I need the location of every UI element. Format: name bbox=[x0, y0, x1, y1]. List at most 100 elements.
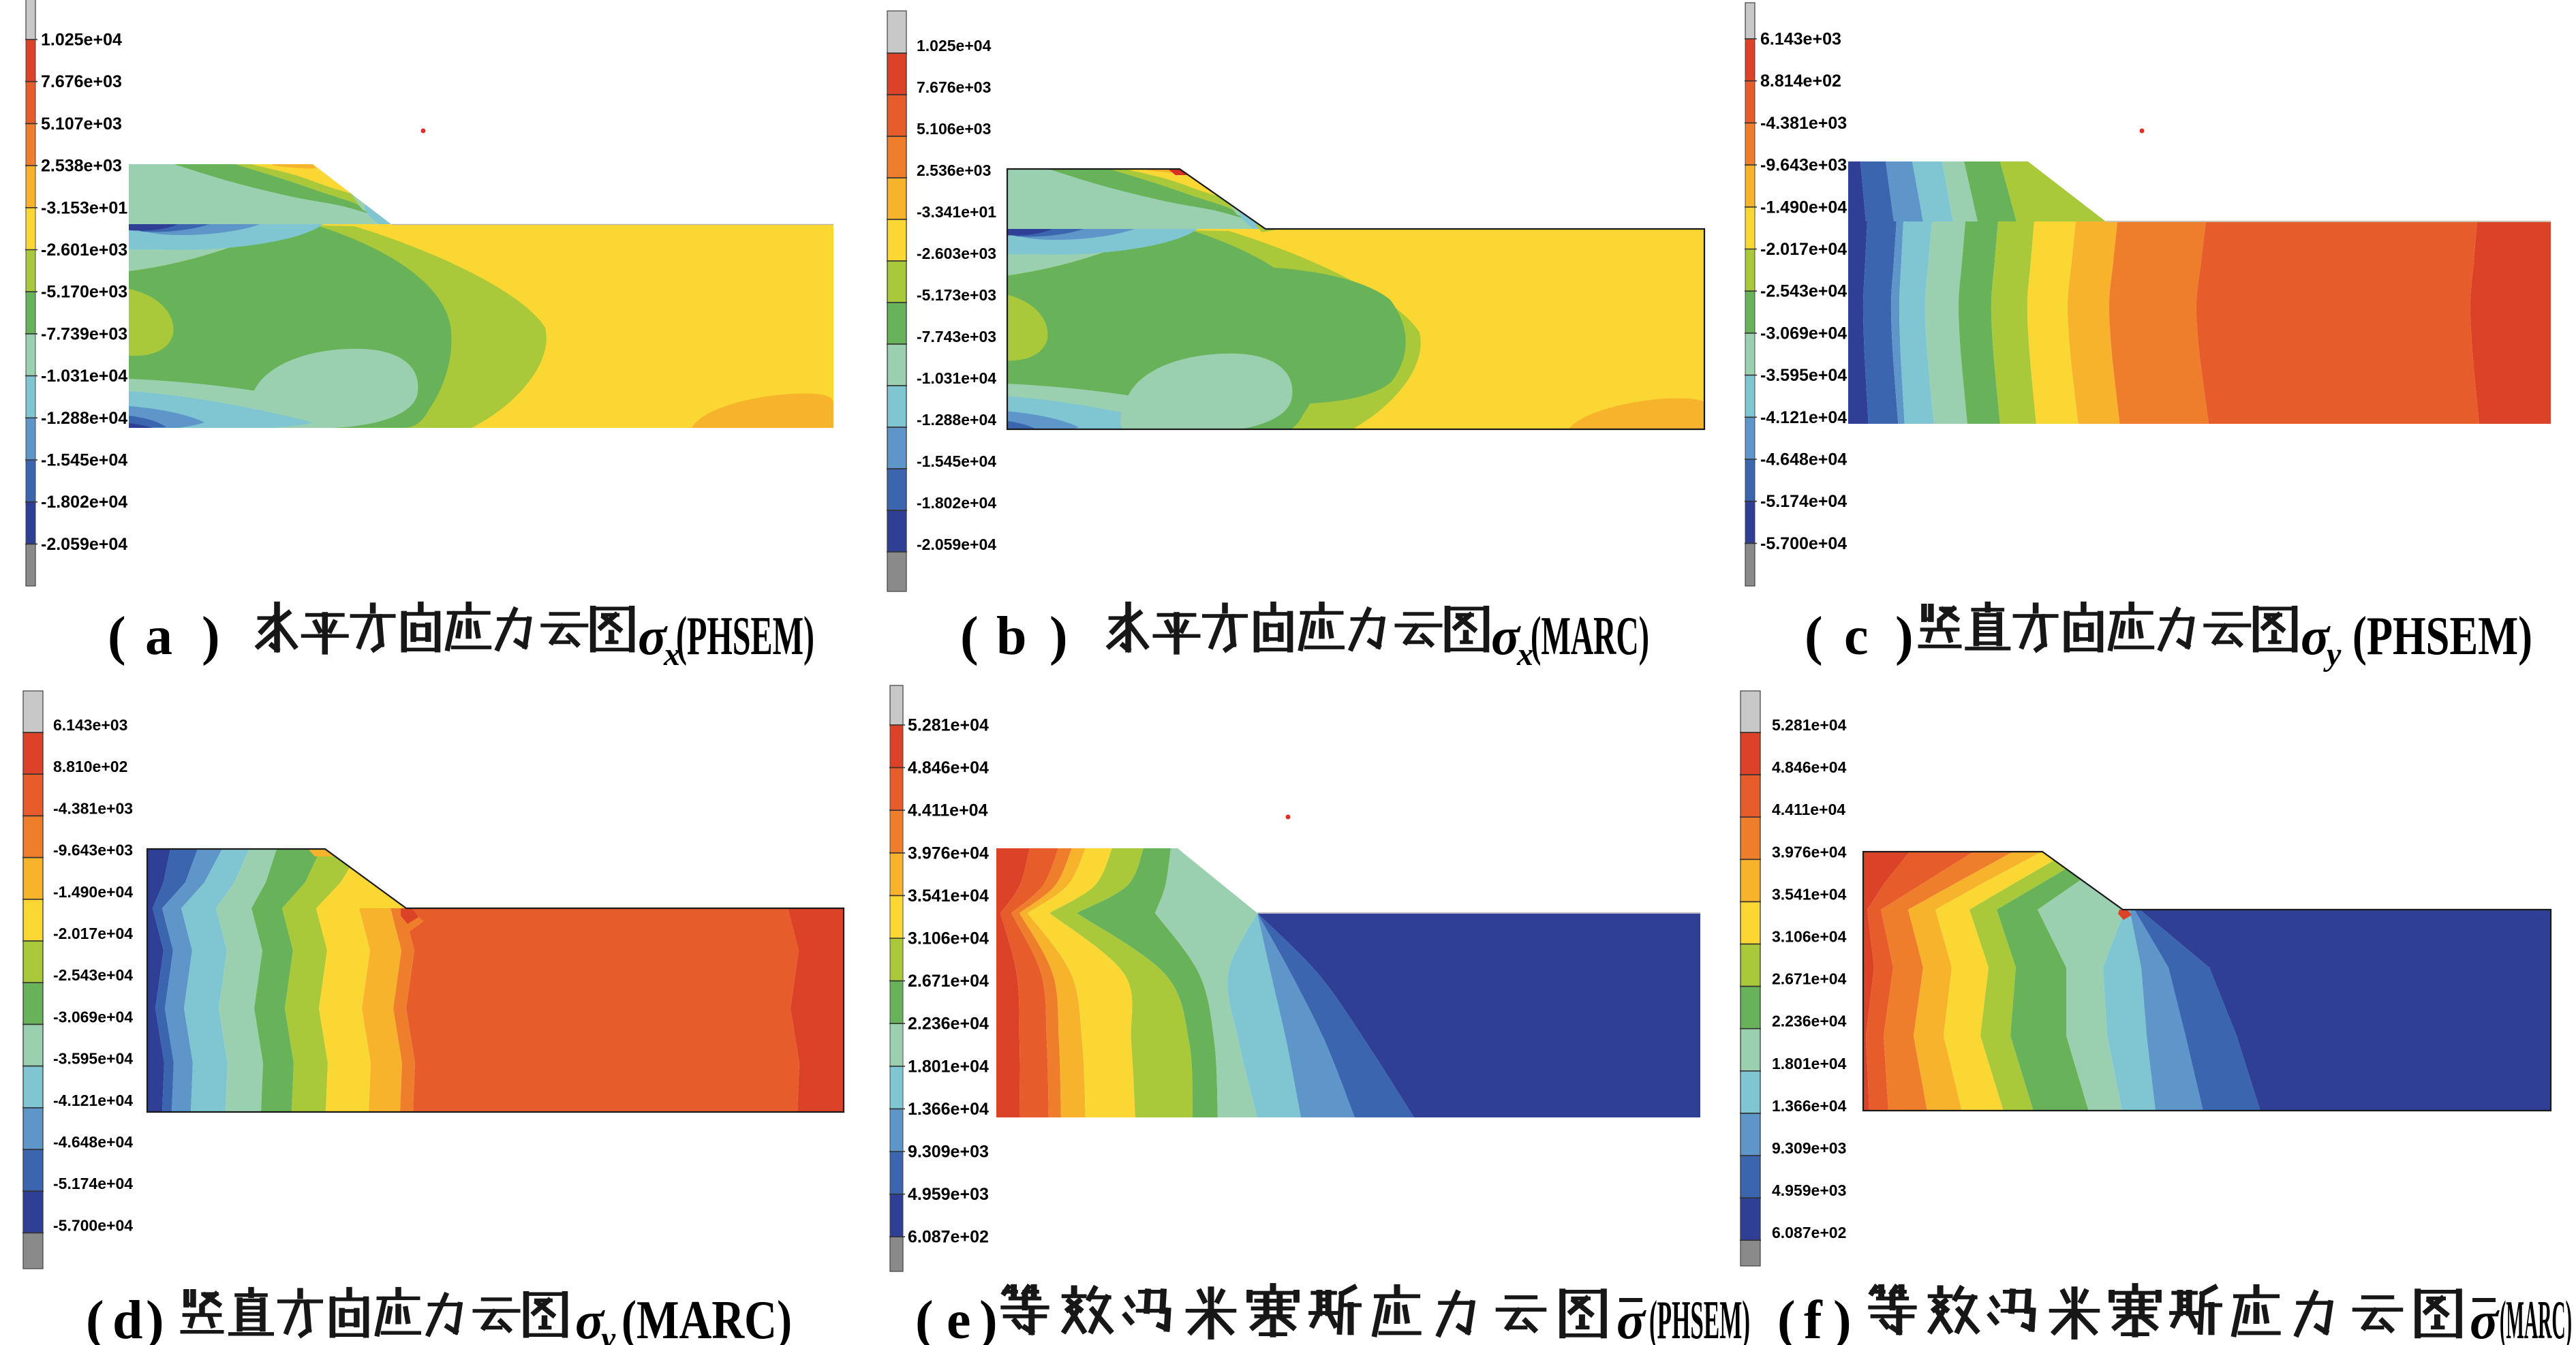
svg-text:1.366e+04: 1.366e+04 bbox=[908, 1100, 989, 1119]
svg-text:-4.121e+04: -4.121e+04 bbox=[1760, 408, 1847, 427]
svg-text:-1.802e+04: -1.802e+04 bbox=[41, 493, 127, 512]
svg-text:-2.601e+03: -2.601e+03 bbox=[41, 241, 127, 260]
svg-text:4.411e+04: 4.411e+04 bbox=[1772, 801, 1845, 818]
svg-text:-1.031e+04: -1.031e+04 bbox=[41, 367, 127, 386]
svg-text:5.281e+04: 5.281e+04 bbox=[1772, 716, 1847, 734]
svg-text:-5.173e+03: -5.173e+03 bbox=[917, 286, 996, 304]
svg-text:8.814e+02: 8.814e+02 bbox=[1760, 72, 1841, 91]
svg-text:-3.153e+01: -3.153e+01 bbox=[41, 198, 127, 217]
svg-text:σ: σ bbox=[1491, 606, 1521, 666]
svg-text:-1.545e+04: -1.545e+04 bbox=[41, 451, 127, 470]
svg-text:σ: σ bbox=[575, 1290, 605, 1345]
svg-text:-3.069e+04: -3.069e+04 bbox=[1760, 324, 1847, 343]
svg-text:): ) bbox=[1049, 606, 1068, 666]
svg-text:-1.490e+04: -1.490e+04 bbox=[53, 883, 133, 901]
svg-text:-1.802e+04: -1.802e+04 bbox=[917, 494, 996, 512]
svg-text:-4.121e+04: -4.121e+04 bbox=[53, 1092, 133, 1109]
svg-text:6.143e+03: 6.143e+03 bbox=[53, 716, 127, 734]
svg-text:-9.643e+03: -9.643e+03 bbox=[1760, 156, 1847, 175]
svg-text:b: b bbox=[996, 606, 1027, 666]
svg-text:2.536e+03: 2.536e+03 bbox=[917, 161, 991, 179]
svg-text:3.976e+04: 3.976e+04 bbox=[1772, 843, 1847, 861]
svg-text:f: f bbox=[1804, 1290, 1823, 1345]
svg-text:-9.643e+03: -9.643e+03 bbox=[53, 841, 133, 859]
svg-text:9.309e+03: 9.309e+03 bbox=[1772, 1139, 1846, 1157]
svg-text:-2.543e+04: -2.543e+04 bbox=[53, 966, 133, 984]
svg-text:8.810e+02: 8.810e+02 bbox=[53, 758, 127, 775]
svg-text:-3.069e+04: -3.069e+04 bbox=[53, 1008, 133, 1025]
svg-text:(MARC): (MARC) bbox=[1531, 606, 1649, 666]
svg-text:): ) bbox=[146, 1290, 164, 1345]
svg-text:c: c bbox=[1844, 606, 1869, 666]
svg-text:-5.174e+04: -5.174e+04 bbox=[1760, 492, 1847, 511]
svg-text:-4.648e+04: -4.648e+04 bbox=[53, 1133, 133, 1151]
svg-text:3.106e+04: 3.106e+04 bbox=[1772, 928, 1847, 946]
svg-text:(PHSEM): (PHSEM) bbox=[676, 606, 814, 666]
svg-text:(: ( bbox=[960, 606, 979, 666]
svg-text:3.976e+04: 3.976e+04 bbox=[908, 844, 989, 863]
svg-text:σ: σ bbox=[638, 606, 668, 666]
svg-text:6.087e+02: 6.087e+02 bbox=[908, 1228, 989, 1247]
svg-text:-2.017e+04: -2.017e+04 bbox=[53, 925, 133, 942]
svg-text:4.411e+04: 4.411e+04 bbox=[908, 801, 988, 820]
svg-text:-1.490e+04: -1.490e+04 bbox=[1760, 198, 1847, 217]
svg-text:(: ( bbox=[1777, 1290, 1796, 1345]
svg-text:3.541e+04: 3.541e+04 bbox=[1772, 885, 1847, 903]
svg-text:(MARC): (MARC) bbox=[622, 1290, 792, 1345]
svg-text:(MARC): (MARC) bbox=[2500, 1290, 2572, 1345]
svg-text:2.236e+04: 2.236e+04 bbox=[908, 1015, 989, 1034]
svg-text:-1.288e+04: -1.288e+04 bbox=[917, 411, 996, 429]
svg-text:1.025e+04: 1.025e+04 bbox=[41, 31, 122, 50]
svg-text:y: y bbox=[598, 1320, 616, 1345]
svg-text:y: y bbox=[2323, 636, 2342, 672]
svg-text:σ: σ bbox=[2301, 606, 2331, 666]
svg-text:-1.545e+04: -1.545e+04 bbox=[917, 452, 996, 470]
svg-text:4.846e+04: 4.846e+04 bbox=[1772, 758, 1847, 776]
svg-text:-1.031e+04: -1.031e+04 bbox=[917, 369, 996, 387]
svg-text:-7.739e+03: -7.739e+03 bbox=[41, 324, 127, 343]
svg-text:(: ( bbox=[915, 1290, 934, 1345]
svg-text:-5.700e+04: -5.700e+04 bbox=[1760, 534, 1847, 553]
svg-text:4.959e+03: 4.959e+03 bbox=[1772, 1181, 1846, 1199]
svg-text:4.959e+03: 4.959e+03 bbox=[908, 1185, 989, 1204]
svg-text:-7.743e+03: -7.743e+03 bbox=[917, 328, 996, 345]
svg-text:6.087e+02: 6.087e+02 bbox=[1772, 1224, 1846, 1241]
svg-text:(: ( bbox=[108, 606, 126, 666]
svg-text:1.366e+04: 1.366e+04 bbox=[1772, 1097, 1847, 1115]
svg-text:-5.700e+04: -5.700e+04 bbox=[53, 1216, 133, 1234]
svg-text:d: d bbox=[112, 1290, 143, 1345]
svg-text:7.676e+03: 7.676e+03 bbox=[917, 78, 991, 96]
svg-text:(PHSEM): (PHSEM) bbox=[1649, 1290, 1750, 1345]
svg-text:(: ( bbox=[1805, 606, 1823, 666]
svg-text:2.538e+03: 2.538e+03 bbox=[41, 157, 122, 176]
svg-text:-4.381e+03: -4.381e+03 bbox=[1760, 114, 1847, 133]
svg-text:(: ( bbox=[86, 1290, 104, 1345]
svg-text:2.236e+04: 2.236e+04 bbox=[1772, 1012, 1847, 1030]
svg-text:e: e bbox=[947, 1290, 971, 1345]
svg-text:-2.603e+03: -2.603e+03 bbox=[917, 245, 996, 262]
svg-text:2.671e+04: 2.671e+04 bbox=[908, 972, 989, 991]
svg-text:): ) bbox=[1895, 606, 1914, 666]
svg-text:2.671e+04: 2.671e+04 bbox=[1772, 970, 1847, 988]
svg-text:-2.059e+04: -2.059e+04 bbox=[41, 535, 127, 554]
svg-text:x: x bbox=[663, 636, 680, 672]
svg-text:7.676e+03: 7.676e+03 bbox=[41, 72, 122, 91]
svg-text:-3.595e+04: -3.595e+04 bbox=[1760, 366, 1847, 385]
svg-text:): ) bbox=[979, 1290, 998, 1345]
svg-text:-2.059e+04: -2.059e+04 bbox=[917, 536, 996, 553]
svg-text:1.025e+04: 1.025e+04 bbox=[917, 37, 992, 55]
svg-text:5.281e+04: 5.281e+04 bbox=[908, 716, 989, 735]
svg-text:4.846e+04: 4.846e+04 bbox=[908, 758, 989, 777]
svg-text:-4.381e+03: -4.381e+03 bbox=[53, 799, 133, 817]
svg-text:): ) bbox=[1833, 1290, 1852, 1345]
svg-text:-5.174e+04: -5.174e+04 bbox=[53, 1175, 133, 1192]
svg-text:-2.017e+04: -2.017e+04 bbox=[1760, 240, 1847, 259]
svg-text:1.801e+04: 1.801e+04 bbox=[908, 1057, 989, 1076]
svg-text:-5.170e+03: -5.170e+03 bbox=[41, 283, 127, 302]
svg-text:-3.595e+04: -3.595e+04 bbox=[53, 1050, 133, 1068]
svg-text:x: x bbox=[1516, 636, 1533, 672]
svg-text:-4.648e+04: -4.648e+04 bbox=[1760, 450, 1847, 469]
svg-text:3.106e+04: 3.106e+04 bbox=[908, 929, 989, 948]
svg-text:5.106e+03: 5.106e+03 bbox=[917, 120, 991, 138]
svg-text:): ) bbox=[202, 606, 220, 666]
